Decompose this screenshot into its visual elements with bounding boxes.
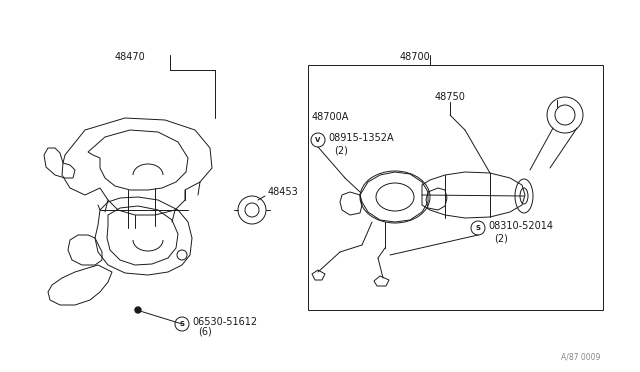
Text: 08310-52014: 08310-52014 <box>488 221 553 231</box>
Text: 08915-1352A: 08915-1352A <box>328 133 394 143</box>
Text: S: S <box>179 321 184 327</box>
Text: 48750: 48750 <box>435 92 466 102</box>
Text: 48700A: 48700A <box>312 112 349 122</box>
Text: S: S <box>476 225 481 231</box>
Circle shape <box>135 307 141 313</box>
Text: (6): (6) <box>198 327 212 337</box>
Text: 48470: 48470 <box>115 52 146 62</box>
Bar <box>308 65 603 310</box>
Text: A/87 0009: A/87 0009 <box>561 353 600 362</box>
Text: V: V <box>316 137 321 143</box>
Text: (2): (2) <box>494 233 508 243</box>
Text: (2): (2) <box>334 145 348 155</box>
Text: 06530-51612: 06530-51612 <box>192 317 257 327</box>
Text: 48700: 48700 <box>400 52 431 62</box>
Text: 48453: 48453 <box>268 187 299 197</box>
